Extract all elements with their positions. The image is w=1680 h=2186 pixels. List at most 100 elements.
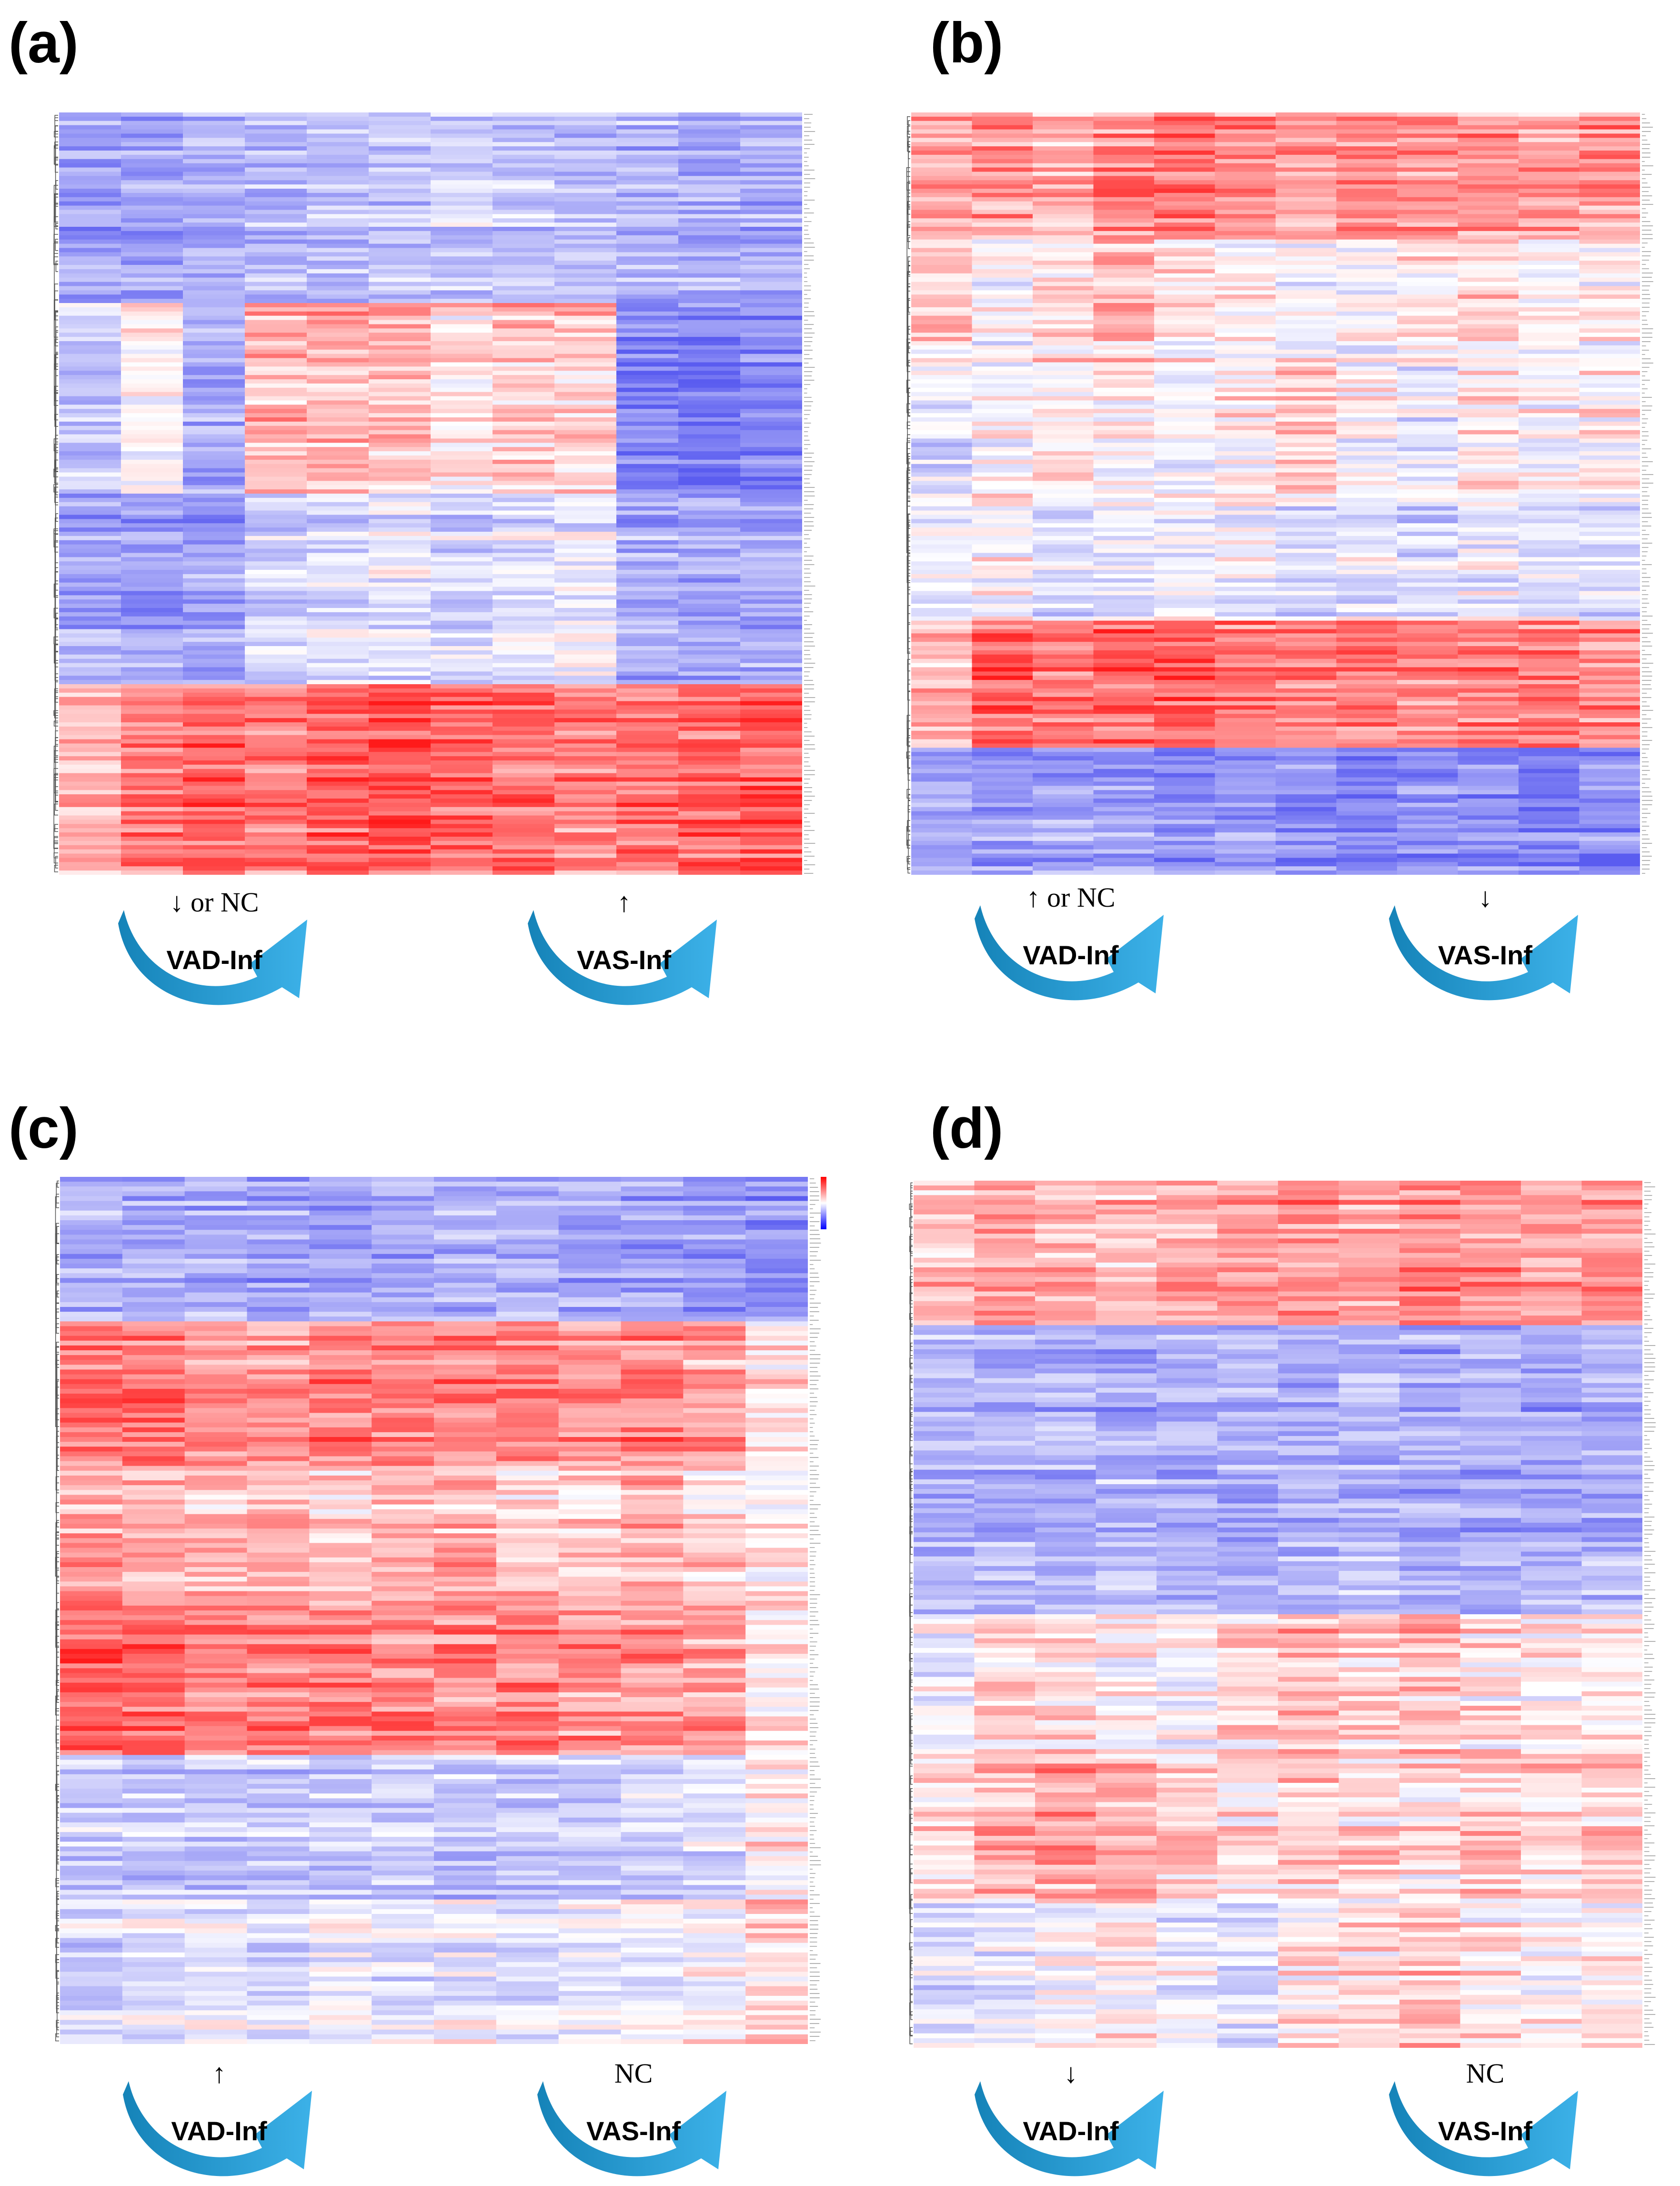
heatmap-cell bbox=[1215, 655, 1276, 659]
heatmap-cell bbox=[616, 841, 679, 845]
heatmap-cell bbox=[183, 388, 245, 392]
heatmap-cell bbox=[1033, 485, 1094, 489]
heatmap-cell bbox=[431, 214, 493, 218]
heatmap-cell bbox=[183, 248, 245, 252]
heatmap-cell bbox=[911, 422, 972, 426]
heatmap-cell bbox=[972, 566, 1033, 570]
heatmap-cell bbox=[1276, 396, 1337, 401]
heatmap-cell bbox=[493, 278, 555, 282]
heatmap-cell bbox=[1579, 409, 1640, 413]
heatmap-cell bbox=[678, 553, 741, 557]
heatmap-cell bbox=[1094, 735, 1155, 739]
heatmap-cell bbox=[1276, 282, 1337, 286]
heatmap-cell bbox=[121, 464, 183, 468]
heatmap-cell bbox=[972, 498, 1033, 502]
heatmap-cell bbox=[1519, 455, 1579, 460]
heatmap-cell bbox=[307, 273, 369, 278]
heatmap-cell bbox=[431, 193, 493, 197]
heatmap-cell bbox=[1519, 676, 1579, 680]
heatmap-cell bbox=[245, 180, 307, 184]
heatmap-cell bbox=[616, 405, 679, 409]
heatmap-cell bbox=[121, 519, 183, 523]
heatmap-cell bbox=[369, 265, 431, 269]
heatmap-cell bbox=[1337, 227, 1398, 231]
heatmap-cell bbox=[59, 303, 121, 307]
heatmap-cell bbox=[431, 422, 493, 426]
heatmap-cell bbox=[121, 748, 183, 752]
heatmap-cell bbox=[369, 718, 431, 722]
heatmap-cell bbox=[740, 485, 802, 489]
heatmap-cell bbox=[307, 324, 369, 328]
heatmap-cell bbox=[1337, 379, 1398, 384]
heatmap-cell bbox=[1458, 189, 1519, 193]
heatmap-cell bbox=[493, 803, 555, 807]
heatmap-cell bbox=[245, 680, 307, 684]
heatmap-cell bbox=[121, 688, 183, 693]
heatmap-cell bbox=[245, 345, 307, 350]
heatmap-cell bbox=[554, 455, 617, 460]
heatmap-cell bbox=[431, 718, 493, 722]
heatmap-cell bbox=[183, 447, 245, 451]
heatmap-cell bbox=[554, 218, 617, 223]
heatmap-cell bbox=[616, 176, 679, 180]
heatmap-cell bbox=[911, 117, 972, 121]
heatmap-cell bbox=[1579, 633, 1640, 638]
heatmap-cell bbox=[1519, 561, 1579, 566]
heatmap-cell bbox=[307, 337, 369, 341]
heatmap-cell bbox=[1094, 578, 1155, 583]
heatmap-cell bbox=[740, 807, 802, 811]
heatmap-cell bbox=[972, 193, 1033, 197]
heatmap-cell bbox=[1337, 498, 1398, 502]
heatmap-cell bbox=[1579, 256, 1640, 261]
heatmap-cell bbox=[1094, 506, 1155, 511]
heatmap-cell bbox=[911, 506, 972, 511]
heatmap-cell bbox=[245, 794, 307, 799]
heatmap-cell bbox=[1397, 633, 1458, 638]
heatmap-cell bbox=[1579, 760, 1640, 765]
heatmap-cell bbox=[1154, 617, 1215, 621]
heatmap-cell bbox=[431, 388, 493, 392]
heatmap-cell bbox=[1033, 307, 1094, 312]
heatmap-cell bbox=[245, 286, 307, 290]
heatmap-cell bbox=[369, 638, 431, 642]
heatmap-cell bbox=[369, 455, 431, 460]
heatmap-cell bbox=[911, 155, 972, 159]
heatmap-cell bbox=[245, 536, 307, 540]
heatmap-cell bbox=[307, 282, 369, 286]
heatmap-cell bbox=[678, 545, 741, 549]
heatmap-cell bbox=[1276, 341, 1337, 345]
heatmap-cell bbox=[1579, 341, 1640, 345]
heatmap-cell bbox=[121, 570, 183, 574]
heatmap-cell bbox=[1215, 485, 1276, 489]
heatmap-cell bbox=[554, 337, 617, 341]
heatmap-cell bbox=[1154, 527, 1215, 532]
heatmap-cell bbox=[1276, 155, 1337, 159]
heatmap-cell bbox=[121, 328, 183, 333]
heatmap-cell bbox=[616, 290, 679, 294]
heatmap-cell bbox=[1276, 816, 1337, 820]
heatmap-cell bbox=[1337, 400, 1398, 405]
heatmap-cell bbox=[678, 163, 741, 168]
heatmap-cell bbox=[121, 133, 183, 138]
heatmap-cell bbox=[183, 642, 245, 646]
heatmap-cell bbox=[1397, 663, 1458, 668]
heatmap-cell bbox=[911, 252, 972, 256]
heatmap-cell bbox=[616, 312, 679, 316]
heatmap-cell bbox=[1337, 625, 1398, 629]
heatmap-cell bbox=[678, 206, 741, 210]
heatmap-cell bbox=[59, 650, 121, 655]
heatmap-cell bbox=[121, 850, 183, 854]
heatmap-cell bbox=[554, 832, 617, 837]
heatmap-cell bbox=[121, 866, 183, 870]
heatmap-cell bbox=[1337, 811, 1398, 816]
heatmap-cell bbox=[678, 476, 741, 481]
heatmap-cell bbox=[121, 608, 183, 612]
heatmap-cell bbox=[1397, 400, 1458, 405]
heatmap-cell bbox=[1579, 168, 1640, 172]
heatmap-cell bbox=[1276, 561, 1337, 566]
heatmap-cell bbox=[1397, 299, 1458, 303]
heatmap-cell bbox=[59, 231, 121, 235]
heatmap-cell bbox=[493, 455, 555, 460]
heatmap-cell bbox=[493, 388, 555, 392]
heatmap-cell bbox=[493, 248, 555, 252]
